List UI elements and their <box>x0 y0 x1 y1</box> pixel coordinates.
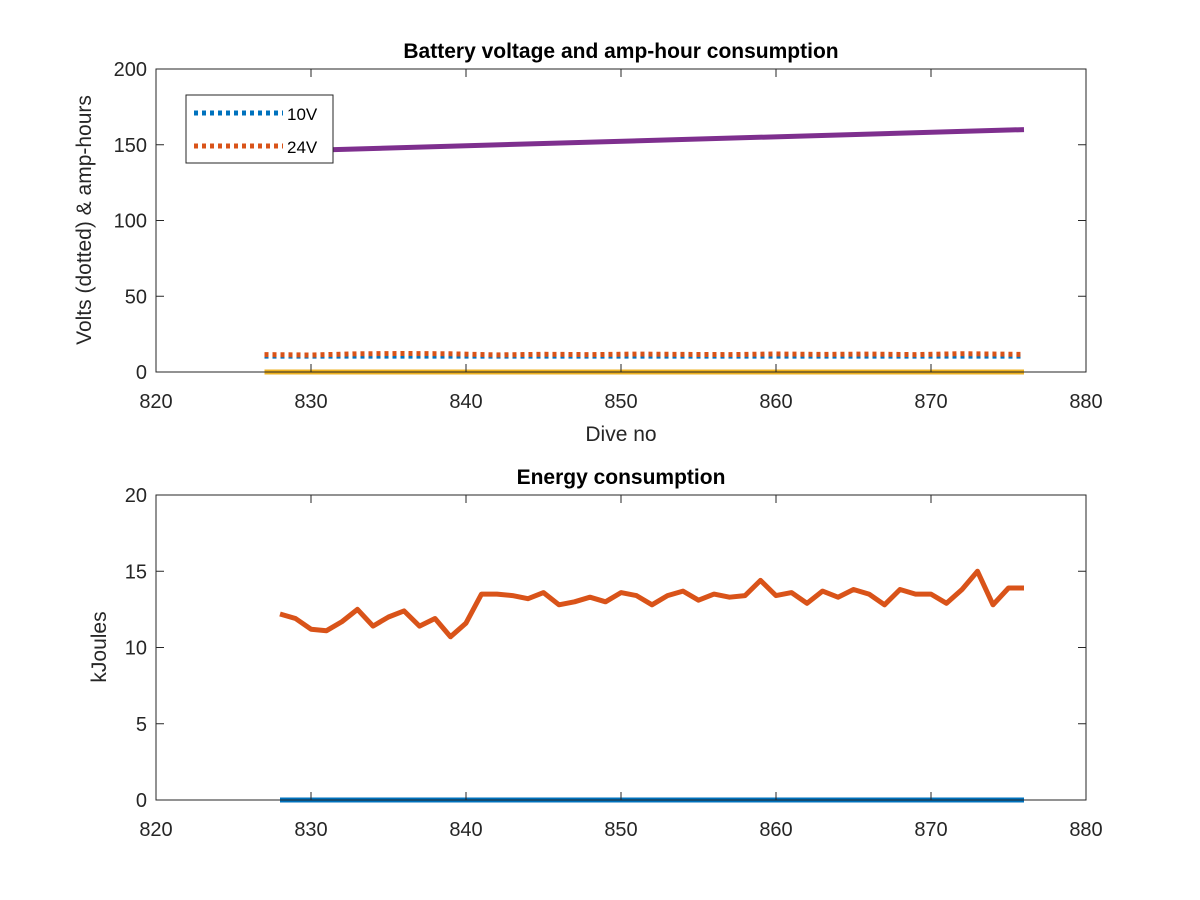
y-tick-label: 200 <box>114 59 147 81</box>
chart-title: Energy consumption <box>517 466 726 489</box>
x-tick-label: 820 <box>139 391 172 413</box>
x-tick-label: 860 <box>759 391 792 413</box>
y-tick-label: 50 <box>125 286 147 308</box>
x-tick-label: 840 <box>449 391 482 413</box>
x-axis-label: Dive no <box>585 423 656 446</box>
legend-label-24v: 24V <box>287 138 318 157</box>
x-tick-label: 840 <box>449 819 482 841</box>
x-tick-label: 870 <box>914 391 947 413</box>
x-axis-ticks: 820 830 840 850 860 870 880 <box>139 69 1103 413</box>
y-tick-label: 10 <box>125 638 147 660</box>
legend: 10V 24V <box>185 94 334 164</box>
series-line-1-1 <box>279 568 1024 640</box>
x-tick-label: 830 <box>294 819 327 841</box>
y-tick-label: 0 <box>136 790 147 812</box>
legend-label-10v: 10V <box>287 105 318 124</box>
y-axis-label: kJoules <box>88 611 111 682</box>
chart-title: Battery voltage and amp-hour consumption <box>403 40 838 63</box>
voltage-amphour-axes: Battery voltage and amp-hour consumption… <box>73 40 1103 446</box>
y-tick-label: 0 <box>136 362 147 384</box>
y-tick-label: 100 <box>114 211 147 233</box>
y-tick-label: 20 <box>125 485 147 507</box>
legend-box <box>185 94 334 164</box>
x-tick-label: 830 <box>294 391 327 413</box>
x-tick-label: 820 <box>139 819 172 841</box>
x-axis-ticks: 820 830 840 850 860 870 880 <box>139 495 1103 841</box>
series-line-0-3 <box>264 127 1025 155</box>
x-tick-label: 850 <box>604 819 637 841</box>
x-tick-label: 880 <box>1069 819 1102 841</box>
y-tick-label: 5 <box>136 714 147 736</box>
x-tick-label: 880 <box>1069 391 1102 413</box>
energy-axes: Energy consumption 820 830 840 850 860 870 880… <box>88 466 1103 841</box>
x-tick-label: 850 <box>604 391 637 413</box>
y-tick-label: 150 <box>114 135 147 157</box>
x-tick-label: 870 <box>914 819 947 841</box>
y-axis-label: Volts (dotted) & amp-hours <box>73 95 96 345</box>
x-tick-label: 860 <box>759 819 792 841</box>
y-axis-ticks: 0 50 100 150 200 <box>114 59 1086 384</box>
y-tick-label: 15 <box>125 561 147 583</box>
y-axis-ticks: 0 5 10 15 20 <box>125 485 1086 812</box>
